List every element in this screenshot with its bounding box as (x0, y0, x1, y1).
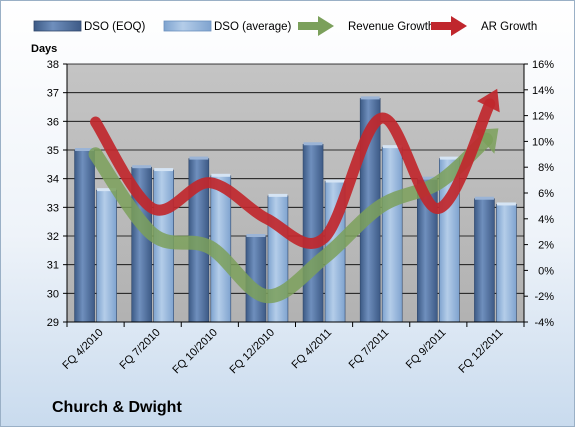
x-tick-label: FQ 7/2011 (347, 327, 392, 372)
bar-dso-eoq (474, 198, 495, 323)
y-left-tick-label: 32 (47, 231, 59, 243)
y-right-tick-label: 0% (538, 265, 554, 277)
y-left-tick-label: 29 (47, 317, 59, 329)
bar-dso-average-cap (382, 145, 402, 149)
y-right-tick-label: -4% (534, 317, 554, 329)
bar-dso-eoq-cap (474, 196, 494, 200)
y-left-unit-label: Days (31, 43, 57, 55)
bar-dso-eoq-cap (132, 165, 152, 169)
y-right-tick-label: 12% (532, 111, 554, 123)
y-left-tick-label: 34 (47, 174, 59, 186)
legend: DSO (EOQ) DSO (average) Revenue Growth AR G… (33, 16, 537, 36)
y-right-tick-label: 16% (532, 59, 554, 71)
bar-dso-eoq-cap (189, 156, 209, 160)
y-right-tick-label: 2% (538, 240, 554, 252)
y-right-tick-label: 4% (538, 214, 554, 226)
bar-dso-eoq-cap (303, 142, 323, 146)
bar-dso-average-cap (496, 202, 516, 206)
bar-dso-average (496, 204, 517, 323)
legend-swatch-dso-eoq (33, 20, 82, 32)
bar-dso-average (381, 146, 403, 323)
revenue-growth-line (88, 132, 493, 304)
x-tick-label: FQ 4/2011 (290, 327, 335, 372)
x-tick-label: FQ 12/2011 (457, 327, 506, 376)
bar-dso-eoq-cap (75, 148, 95, 151)
bar-dso-eoq (302, 143, 324, 323)
y-left-tick-label: 35 (47, 145, 59, 157)
bar-dso-eoq-cap (360, 96, 380, 100)
x-tick-label: FQ 9/2011 (404, 327, 449, 372)
y-left-tick-label: 30 (47, 288, 59, 300)
chart-title: Church & Dwight (52, 399, 182, 416)
bar-dso-average-cap (325, 179, 345, 183)
x-tick-label: FQ 12/2010 (227, 327, 277, 377)
x-tick-label: FQ 10/2010 (170, 327, 220, 377)
legend-arrow-revenue-growth (318, 16, 334, 36)
ar-growth-arrowhead (477, 88, 500, 113)
bar-dso-average (96, 189, 117, 323)
ar-growth-line (90, 98, 496, 249)
y-left-tick-label: 31 (47, 260, 59, 272)
y-left-tick-label: 37 (47, 88, 59, 100)
y-left-tick-label: 38 (47, 59, 59, 71)
x-tick-label: FQ 4/2010 (60, 327, 105, 372)
legend-label-dso-eoq: DSO (EOQ) (84, 21, 146, 33)
y-left-tick-label: 36 (47, 116, 59, 128)
bar-dso-eoq-cap (246, 234, 266, 237)
bar-dso-eoq-cap (417, 176, 437, 180)
y-right-tick-label: 6% (538, 188, 554, 200)
legend-swatch-dso-average (163, 20, 212, 32)
legend-label-ar-growth: AR Growth (481, 21, 537, 33)
y-right-tick-label: 8% (538, 162, 554, 174)
bar-dso-eoq (74, 149, 95, 323)
line-layer (88, 88, 500, 304)
x-tick-label: FQ 7/2010 (118, 327, 163, 372)
y-right-tick-label: 10% (532, 136, 554, 148)
bar-dso-average-cap (154, 168, 174, 172)
y-left-tick-label: 33 (47, 202, 59, 214)
legend-arrow-ar-growth (451, 16, 467, 36)
bar-dso-average-cap (211, 173, 231, 177)
bar-dso-average-cap (97, 188, 117, 192)
legend-label-dso-average: DSO (average) (214, 21, 292, 33)
bar-dso-average-cap (268, 193, 288, 197)
legend-label-revenue-growth: Revenue Growth (348, 21, 434, 33)
y-right-tick-label: 14% (532, 85, 554, 97)
bar-dso-average-cap (439, 156, 459, 160)
y-right-tick-label: -2% (534, 291, 554, 303)
